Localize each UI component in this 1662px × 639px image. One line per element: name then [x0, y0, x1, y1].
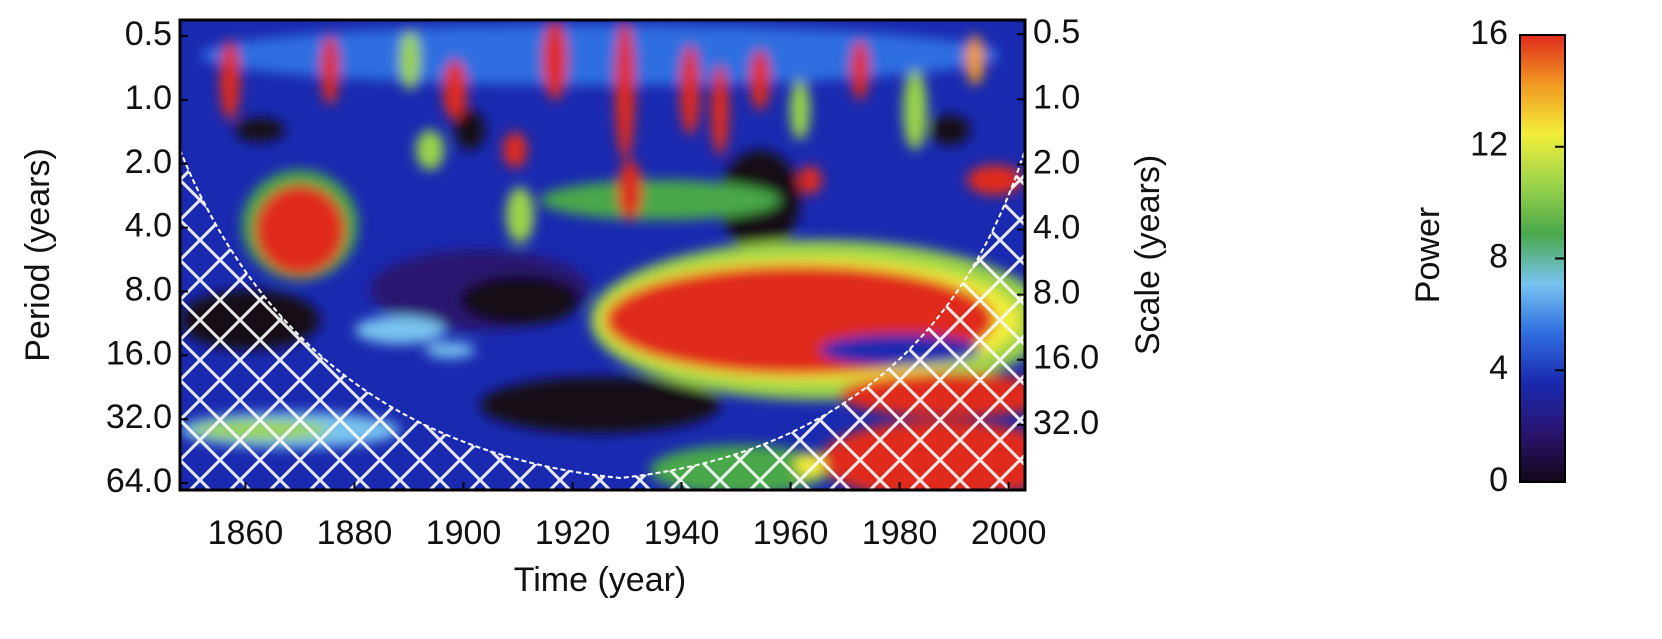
- colorbar-label: Power: [1409, 207, 1447, 303]
- x-tick-label: 1860: [208, 514, 284, 552]
- x-tick-label: 1900: [426, 514, 502, 552]
- colorbar-tick-label: 16: [1470, 14, 1508, 52]
- y-axis-label: Period (years): [19, 148, 57, 362]
- x-tick-label: 1940: [644, 514, 720, 552]
- x-tick-label: 1880: [317, 514, 393, 552]
- y2-tick-label: 16.0: [1033, 339, 1099, 377]
- y2-tick-label: 1.0: [1033, 78, 1080, 116]
- x-tick-label: 1920: [535, 514, 611, 552]
- y-tick-label: 8.0: [125, 270, 172, 308]
- y-tick-label: 64.0: [106, 462, 172, 500]
- x-tick-label: 2000: [971, 514, 1047, 552]
- y2-tick-label: 0.5: [1033, 13, 1080, 51]
- heatmap-image: [180, 20, 1025, 490]
- y-tick-label: 0.5: [125, 15, 172, 53]
- y2-tick-label: 32.0: [1033, 404, 1099, 442]
- y-tick-label: 32.0: [106, 398, 172, 436]
- y-tick-label: 2.0: [125, 143, 172, 181]
- colorbar-tick-label: 12: [1470, 126, 1508, 164]
- x-tick-label: 1980: [862, 514, 938, 552]
- colorbar-tick-label: 4: [1489, 349, 1508, 387]
- y2-axis-label: Scale (years): [1129, 155, 1167, 355]
- colorbar-tick-label: 8: [1489, 237, 1508, 275]
- y2-tick-label: 8.0: [1033, 274, 1080, 312]
- y-tick-label: 4.0: [125, 207, 172, 245]
- x-axis-label: Time (year): [514, 561, 687, 599]
- y-tick-label: 1.0: [125, 79, 172, 117]
- plot-frame: [178, 18, 1027, 492]
- x-tick-label: 1960: [753, 514, 829, 552]
- y2-tick-label: 2.0: [1033, 143, 1080, 181]
- colorbar-tick-label: 0: [1489, 461, 1508, 499]
- y-tick-label: 16.0: [106, 334, 172, 372]
- y2-tick-label: 4.0: [1033, 209, 1080, 247]
